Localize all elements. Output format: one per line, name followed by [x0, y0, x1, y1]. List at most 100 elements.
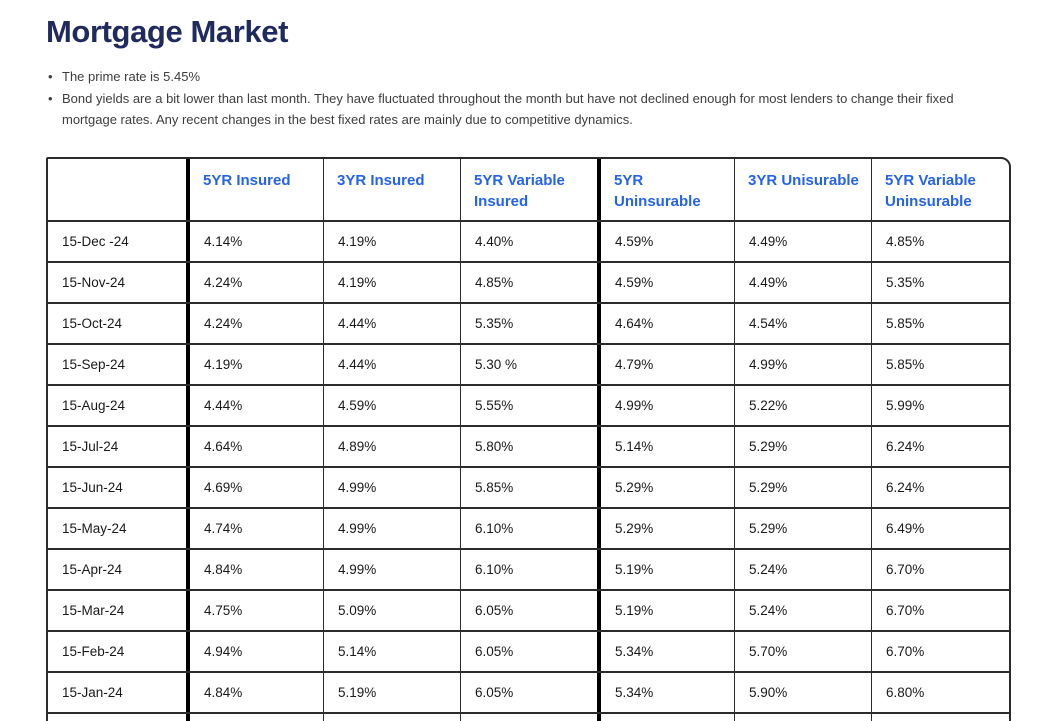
table-row: 15-Sep-24 4.19% 4.44% 5.30 % 4.79% 4.99% 5.85%: [48, 343, 1009, 384]
rate-cell: 5.14%: [597, 427, 734, 466]
table-row: 15-Jun-24 4.69% 4.99% 5.85% 5.29% 5.29% 6.24%: [48, 466, 1009, 507]
rate-cell: 5.85%: [871, 304, 1009, 343]
rate-cell: 4.40%: [460, 222, 597, 261]
rate-cell: 4.69%: [186, 468, 323, 507]
rate-cell: [186, 714, 323, 721]
rate-cell: 5.29%: [734, 509, 871, 548]
rate-cell: 5.14%: [323, 632, 460, 671]
rate-cell: 4.74%: [186, 509, 323, 548]
table-row: 15-May-24 4.74% 4.99% 6.10% 5.29% 5.29% 6.49%: [48, 507, 1009, 548]
rate-cell: 5.19%: [323, 673, 460, 712]
rate-cell: 5.24%: [734, 591, 871, 630]
rate-cell: 5.29%: [597, 468, 734, 507]
rate-cell: [460, 714, 597, 721]
page-title: Mortgage Market: [46, 14, 289, 49]
rate-cell: 6.24%: [871, 468, 1009, 507]
rate-cell: 6.70%: [871, 591, 1009, 630]
date-cell: 15-Jan-24: [62, 685, 123, 700]
rate-cell: 5.85%: [871, 345, 1009, 384]
bullet-bond-yields: Bond yields are a bit lower than last mo…: [46, 88, 991, 130]
date-cell: 15-Mar-24: [62, 603, 125, 618]
rate-cell: 5.55%: [460, 386, 597, 425]
rate-cell: 5.19%: [597, 591, 734, 630]
column-header: 5YR Variable Uninsurable: [871, 159, 1009, 220]
rate-cell: 5.29%: [734, 427, 871, 466]
rate-cell: 4.24%: [186, 263, 323, 302]
rate-cell: 4.85%: [460, 263, 597, 302]
rate-cell: 4.24%: [186, 304, 323, 343]
rate-cell: 4.19%: [323, 222, 460, 261]
rate-cell: 4.99%: [597, 386, 734, 425]
table-row: 15-Dec -24 4.14% 4.19% 4.40% 4.59% 4.49% 4.85%: [48, 220, 1009, 261]
rate-cell: 5.34%: [597, 632, 734, 671]
rate-cell: 5.35%: [871, 263, 1009, 302]
rate-cell: 4.59%: [323, 386, 460, 425]
table-row: 15-Apr-24 4.84% 4.99% 6.10% 5.19% 5.24% 6.70%: [48, 548, 1009, 589]
rate-cell: 4.54%: [734, 304, 871, 343]
table-row: 15-Jul-24 4.64% 4.89% 5.80% 5.14% 5.29% 6.24%: [48, 425, 1009, 466]
rate-cell: [871, 714, 1009, 721]
rate-cell: 4.85%: [871, 222, 1009, 261]
date-cell: 15-Aug-24: [62, 398, 126, 413]
table-row: 15-Feb-24 4.94% 5.14% 6.05% 5.34% 5.70% 6.70%: [48, 630, 1009, 671]
column-header: 3YR Unisurable: [734, 159, 871, 220]
date-cell: 15-Dec -24: [62, 234, 129, 249]
date-cell: [48, 714, 186, 721]
rate-cell: 5.30 %: [460, 345, 597, 384]
rate-cell: 5.80%: [460, 427, 597, 466]
rate-cell: 4.44%: [186, 386, 323, 425]
rate-cell: 5.85%: [460, 468, 597, 507]
rate-cell: 4.84%: [186, 550, 323, 589]
rate-cell: 4.19%: [323, 263, 460, 302]
rate-cell: 6.49%: [871, 509, 1009, 548]
rate-cell: 5.24%: [734, 550, 871, 589]
rate-cell: 4.64%: [597, 304, 734, 343]
rate-cell: 4.49%: [734, 263, 871, 302]
rate-cell: 4.59%: [597, 263, 734, 302]
rate-cell: 5.34%: [597, 673, 734, 712]
table-row: 15-Oct-24 4.24% 4.44% 5.35% 4.64% 4.54% 5.85%: [48, 302, 1009, 343]
mortgage-rate-table: 5YR Insured 3YR Insured 5YR Variable Insur…: [46, 157, 1011, 721]
rate-cell: 4.19%: [186, 345, 323, 384]
rate-cell: 4.44%: [323, 345, 460, 384]
rate-cell: 6.10%: [460, 550, 597, 589]
column-header: 5YR Insured: [186, 159, 323, 220]
table-row: 15-Jan-24 4.84% 5.19% 6.05% 5.34% 5.90% 6.80%: [48, 671, 1009, 712]
bullet-prime-rate: The prime rate is 5.45%: [46, 66, 991, 87]
table-row: 15-Nov-24 4.24% 4.19% 4.85% 4.59% 4.49% 5.35%: [48, 261, 1009, 302]
date-cell: 15-Nov-24: [62, 275, 126, 290]
rate-cell: 5.29%: [597, 509, 734, 548]
summary-bullet-list: The prime rate is 5.45% Bond yields are …: [46, 66, 991, 130]
rate-cell: 4.99%: [323, 509, 460, 548]
rate-cell: 4.14%: [186, 222, 323, 261]
rate-cell: 4.59%: [597, 222, 734, 261]
rate-cell: 6.70%: [871, 632, 1009, 671]
rate-cell: 5.70%: [734, 632, 871, 671]
rate-cell: [597, 714, 734, 721]
rate-cell: 5.90%: [734, 673, 871, 712]
rate-cell: [734, 714, 871, 721]
date-cell: 15-Jun-24: [62, 480, 123, 495]
rate-cell: 4.99%: [323, 468, 460, 507]
date-cell: 15-Feb-24: [62, 644, 125, 659]
rate-cell: 6.70%: [871, 550, 1009, 589]
date-cell: 15-Oct-24: [62, 316, 123, 331]
rate-cell: 4.49%: [734, 222, 871, 261]
rate-cell: 4.84%: [186, 673, 323, 712]
rate-cell: 6.24%: [871, 427, 1009, 466]
rate-cell: 4.79%: [597, 345, 734, 384]
rate-cell: [323, 714, 460, 721]
rate-cell: 4.75%: [186, 591, 323, 630]
rate-cell: 6.05%: [460, 673, 597, 712]
date-cell: 15-Jul-24: [62, 439, 119, 454]
column-header: 5YR Uninsurable: [597, 159, 734, 220]
rate-cell: 4.94%: [186, 632, 323, 671]
table-header-row: 5YR Insured 3YR Insured 5YR Variable Insur…: [48, 159, 1009, 220]
rate-cell: 5.22%: [734, 386, 871, 425]
column-header: 5YR Variable Insured: [460, 159, 597, 220]
rate-cell: 5.09%: [323, 591, 460, 630]
date-cell: 15-Sep-24: [62, 357, 126, 372]
rate-cell: 4.99%: [734, 345, 871, 384]
date-cell: 15-May-24: [62, 521, 127, 536]
